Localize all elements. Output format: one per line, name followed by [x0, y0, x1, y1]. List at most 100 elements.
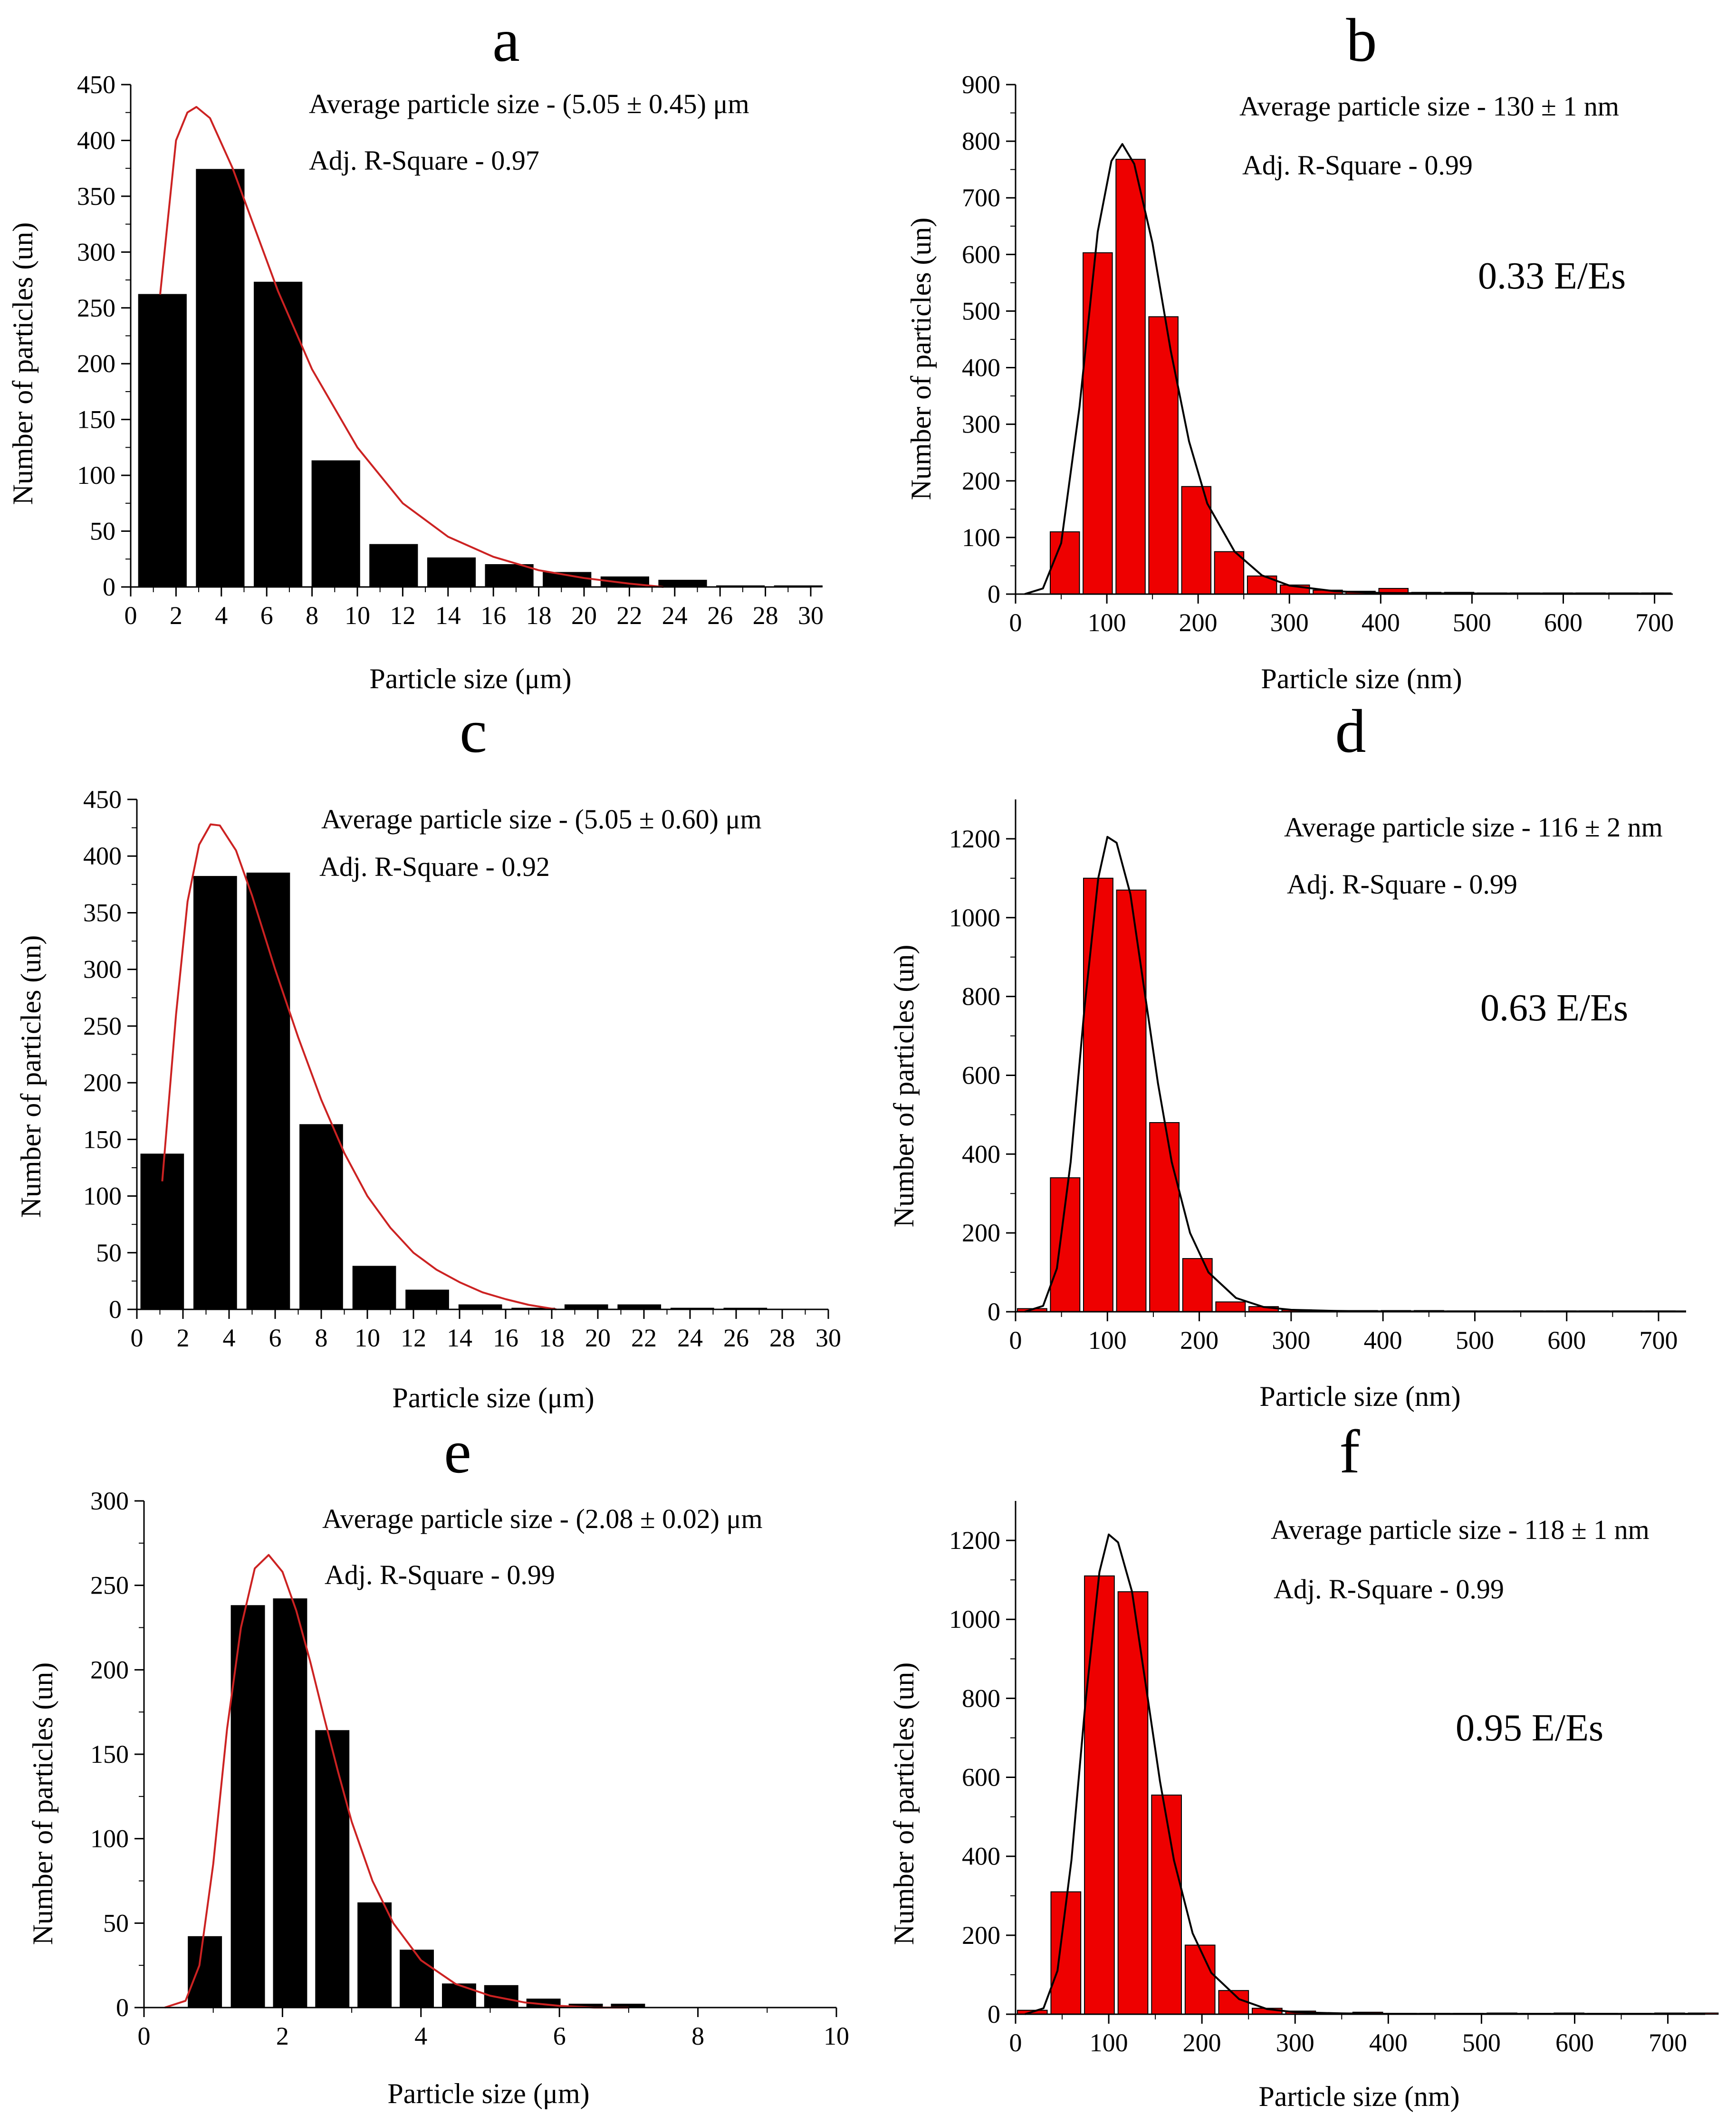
y-tick-label: 1000	[949, 903, 1000, 932]
bar	[299, 1124, 343, 1310]
chart-panel-b: b Average particle size - 130 ± 1 nm Adj…	[905, 6, 1674, 694]
x-tick-label: 500	[1453, 608, 1491, 637]
x-tick-label: 28	[753, 601, 778, 630]
plot-area: 0 100 200 300 400 500 600 700 0 100 200 300 400 500 60…	[962, 70, 1674, 637]
x-tick-label: 700	[1649, 2028, 1687, 2057]
y-tick-label: 1200	[949, 1526, 1000, 1555]
x-tick-label: 20	[571, 601, 597, 630]
annotation-r-square: Adj. R-Square - 0.99	[1242, 150, 1473, 181]
y-tick-label: 600	[962, 240, 1000, 269]
bar	[1151, 1794, 1182, 2015]
plot-area: 0 100 200 300 400 500 600 700 0 200 400 600 800 1000 1…	[949, 799, 1686, 1355]
y-tick-label: 800	[962, 127, 1000, 155]
bar	[658, 579, 707, 588]
y-axis-title: Number of particles (un)	[888, 1663, 920, 1945]
x-tick-label: 400	[1364, 1326, 1402, 1355]
field-strength-label: 0.63 E/Es	[1480, 987, 1628, 1029]
y-tick-label: 100	[83, 1182, 122, 1211]
bar	[311, 460, 360, 587]
y-tick-label: 600	[962, 1061, 1000, 1089]
x-tick-label: 12	[401, 1324, 426, 1352]
y-tick-label: 0	[988, 1297, 1000, 1326]
x-tick-label: 0	[138, 2022, 151, 2050]
y-tick-label: 0	[988, 580, 1000, 608]
x-tick-label: 12	[390, 601, 415, 630]
y-tick-label: 0	[103, 573, 115, 601]
x-tick-label: 10	[824, 2022, 849, 2050]
bar	[1083, 877, 1113, 1313]
y-tick-label: 250	[90, 1571, 129, 1600]
annotation-average-size: Average particle size - 130 ± 1 nm	[1239, 91, 1619, 122]
y-tick-label: 200	[83, 1068, 122, 1097]
y-tick-label: 200	[962, 1219, 1000, 1247]
x-tick-label: 4	[223, 1324, 236, 1352]
y-tick-label: 300	[90, 1487, 129, 1515]
annotation-r-square: Adj. R-Square - 0.97	[309, 145, 539, 176]
x-tick-label: 6	[269, 1324, 282, 1352]
x-axis-title: Particle size (nm)	[1261, 663, 1462, 694]
y-tick-label: 200	[962, 467, 1000, 495]
plot-area: 0 2 4 6 8 10 12 14 16 18 20 22 24 26 28 300501001502002…	[83, 785, 841, 1352]
x-tick-label: 28	[769, 1324, 795, 1352]
y-tick-label: 400	[962, 1140, 1000, 1168]
bar	[442, 1983, 476, 2008]
bar	[254, 281, 303, 587]
x-tick-label: 8	[315, 1324, 328, 1352]
y-tick-label: 200	[90, 1655, 129, 1684]
x-axis-title: Particle size (nm)	[1258, 2081, 1459, 2112]
y-tick-label: 1000	[949, 1605, 1000, 1634]
bar	[246, 873, 290, 1310]
x-tick-label: 26	[723, 1324, 749, 1352]
y-tick-label: 250	[83, 1012, 122, 1040]
y-axis-title: Number of particles (un)	[905, 218, 937, 500]
chart-panel-a: a Average particle size - (5.05 ± 0.45) …	[7, 6, 824, 694]
x-tick-label: 2	[276, 2022, 289, 2050]
y-tick-label: 400	[83, 842, 122, 870]
x-tick-label: 0	[1009, 2028, 1022, 2057]
y-tick-label: 300	[77, 238, 115, 266]
x-axis-title: Particle size (μm)	[369, 663, 571, 694]
chart-panel-d: d Average particle size - 116 ± 2 nm Adj…	[888, 697, 1686, 1412]
y-tick-label: 0	[109, 1295, 122, 1324]
x-tick-label: 18	[526, 601, 552, 630]
x-tick-label: 300	[1276, 2028, 1314, 2057]
y-tick-label: 50	[96, 1239, 122, 1267]
annotation-average-size: Average particle size - 118 ± 1 nm	[1271, 1514, 1650, 1545]
panel-letter: a	[492, 6, 520, 75]
panel-letter: d	[1335, 697, 1366, 766]
fit-curve	[159, 106, 664, 588]
x-tick-label: 24	[662, 601, 688, 630]
x-tick-label: 600	[1547, 1326, 1586, 1355]
bar	[1050, 531, 1080, 595]
bar	[1050, 1891, 1082, 2015]
x-tick-label: 600	[1544, 608, 1583, 637]
x-tick-label: 6	[553, 2022, 566, 2050]
x-tick-label: 22	[616, 601, 642, 630]
field-strength-label: 0.95 E/Es	[1456, 1707, 1603, 1749]
bar	[400, 1950, 434, 2009]
x-tick-label: 0	[1009, 1326, 1022, 1355]
field-strength-label: 0.33 E/Es	[1478, 255, 1626, 297]
bar	[1182, 1258, 1213, 1313]
x-tick-label: 2	[177, 1324, 190, 1352]
x-tick-label: 700	[1640, 1326, 1678, 1355]
chart-panel-f: f Average particle size - 118 ± 1 nm Adj…	[888, 1418, 1719, 2112]
y-tick-label: 600	[962, 1763, 1000, 1792]
x-tick-label: 700	[1635, 608, 1674, 637]
x-tick-label: 0	[1009, 608, 1022, 637]
x-axis-title: Particle size (nm)	[1259, 1381, 1460, 1412]
x-tick-label: 600	[1555, 2028, 1594, 2057]
bar	[1148, 316, 1179, 595]
x-tick-label: 400	[1369, 2028, 1408, 2057]
x-tick-label: 500	[1456, 1326, 1494, 1355]
y-tick-label: 350	[77, 182, 115, 211]
bar	[1083, 252, 1113, 595]
panel-letter: f	[1339, 1418, 1360, 1486]
y-axis-title: Number of particles (un)	[7, 222, 38, 505]
x-tick-label: 2	[170, 601, 182, 630]
plot-area: 0 100 200 300 400 500 600 700 0 200 400 600 800 1000 1…	[949, 1501, 1719, 2057]
bar	[138, 294, 187, 587]
bar	[484, 1985, 518, 2008]
bar	[1117, 1591, 1149, 2015]
